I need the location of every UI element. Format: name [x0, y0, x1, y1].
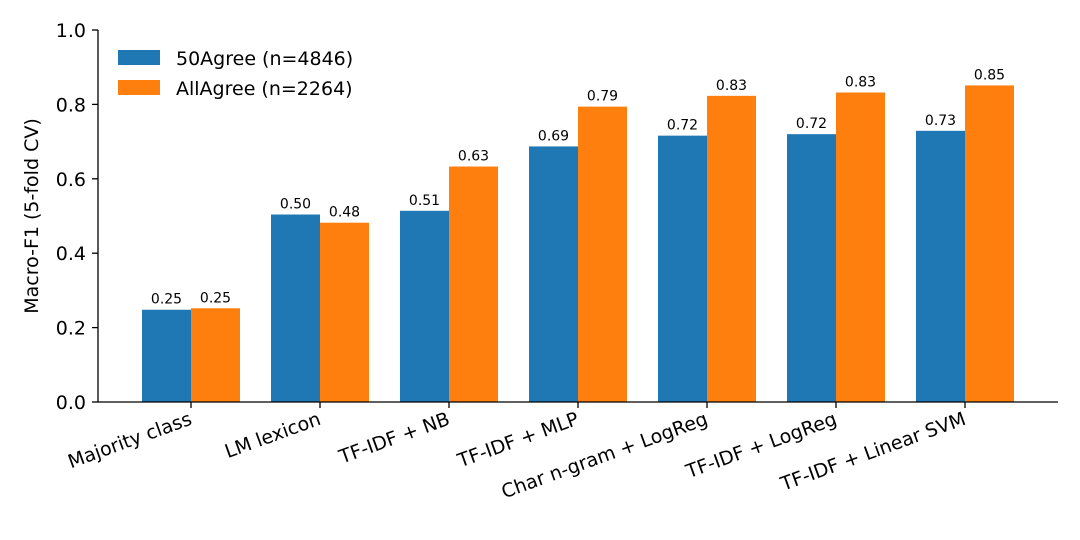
bar-value-label: 0.85	[974, 67, 1005, 83]
bar-series1	[658, 135, 707, 402]
y-tick-label: 0.2	[56, 318, 86, 340]
legend-label: AllAgree (n=2264)	[176, 78, 353, 100]
bar-value-label: 0.50	[280, 197, 311, 213]
y-tick-label: 1.0	[56, 20, 86, 42]
bar-series2	[707, 95, 756, 403]
bar-series1	[271, 214, 320, 402]
x-category-label: Majority class	[65, 408, 195, 473]
y-tick-label: 0.8	[56, 94, 86, 116]
bar-series2	[449, 166, 498, 402]
bar-value-label: 0.25	[151, 292, 182, 308]
bar-series2	[191, 308, 240, 402]
bar-series1	[529, 146, 578, 402]
y-tick-label: 0.0	[56, 392, 86, 414]
bar-series2	[578, 106, 627, 402]
legend-swatch	[118, 50, 160, 65]
y-axis-title: Macro-F1 (5-fold CV)	[21, 118, 43, 314]
bar-value-label: 0.51	[409, 193, 440, 209]
bar-value-label: 0.69	[538, 128, 569, 144]
bar-series2	[320, 222, 369, 402]
bar-series1	[787, 134, 836, 402]
bar-series1	[142, 309, 191, 402]
bar-series2	[836, 92, 885, 402]
x-category-label: Char n-gram + LogReg	[499, 408, 711, 503]
bar-value-label: 0.48	[329, 205, 360, 221]
bar-value-label: 0.63	[458, 149, 489, 165]
x-category-label: LM lexicon	[222, 408, 324, 463]
bar-value-label: 0.83	[845, 74, 876, 90]
legend: 50Agree (n=4846) AllAgree (n=2264)	[118, 48, 353, 100]
legend-swatch	[118, 80, 160, 95]
legend-label: 50Agree (n=4846)	[176, 48, 353, 70]
bar-series2	[965, 85, 1014, 402]
x-category-label: TF-IDF + NB	[335, 408, 452, 469]
bar-series1	[916, 130, 965, 402]
bar-value-label: 0.79	[587, 89, 618, 105]
bar-value-label: 0.72	[796, 116, 827, 132]
bar-series1	[400, 210, 449, 402]
bar-value-label: 0.83	[716, 78, 747, 94]
bar-value-label: 0.25	[200, 290, 231, 306]
bar-value-label: 0.73	[925, 113, 956, 129]
y-tick-label: 0.4	[56, 243, 86, 265]
y-tick-label: 0.6	[56, 169, 86, 191]
bar-value-label: 0.72	[667, 118, 698, 134]
